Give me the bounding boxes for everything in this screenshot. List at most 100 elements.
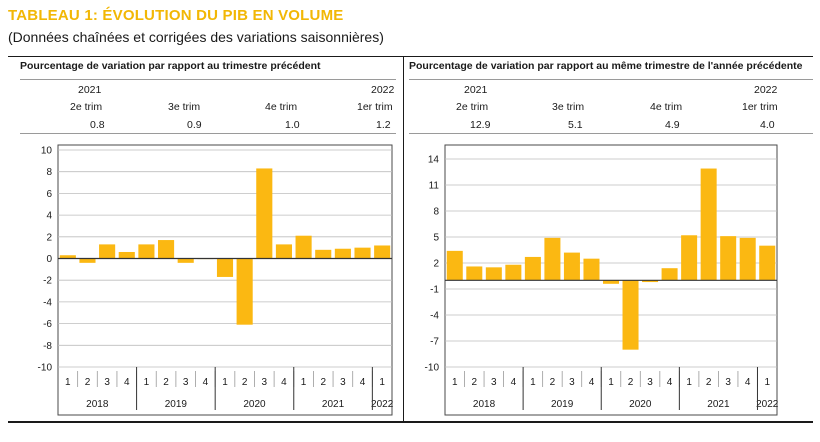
- left-quarter-1: 2e trim: [70, 101, 103, 113]
- right-chart-y-tick-label: -10: [425, 363, 440, 374]
- right-value-3: 4.9: [665, 119, 680, 131]
- left-chart-x-tick-label: 3: [104, 377, 110, 388]
- left-chart-bar: [138, 244, 155, 259]
- left-quarter-4: 1er trim: [357, 101, 393, 113]
- right-chart-bar: [622, 280, 639, 350]
- right-chart-x-tick-label: 4: [511, 377, 517, 388]
- left-chart-x-tick-label: 1: [65, 377, 71, 388]
- right-chart-bar: [602, 280, 620, 284]
- left-chart-bar: [158, 240, 175, 259]
- right-chart-bar: [446, 250, 463, 281]
- right-chart-x-tick-label: 2: [550, 377, 556, 388]
- right-quarter-3: 4e trim: [650, 101, 683, 113]
- left-chart-x-tick-label: 3: [183, 377, 189, 388]
- left-value-2: 0.9: [187, 119, 202, 131]
- right-chart-bar: [563, 252, 580, 281]
- left-chart-bar: [177, 258, 194, 263]
- left-chart-bar: [295, 235, 312, 259]
- left-chart-y-tick-label: 10: [41, 146, 53, 157]
- right-value-4: 4.0: [760, 119, 775, 131]
- right-chart-bar: [544, 237, 561, 281]
- right-quarter-4: 1er trim: [742, 101, 778, 113]
- left-chart-year-label: 2021: [322, 399, 345, 410]
- right-year-2021: 2021: [464, 84, 488, 96]
- left-chart-x-tick-label: 4: [124, 377, 130, 388]
- right-chart-x-tick-label: 1: [686, 377, 692, 388]
- right-panel-heading: Pourcentage de variation par rapport au …: [409, 60, 803, 72]
- left-chart-y-tick-label: 4: [46, 211, 52, 222]
- page-title: TABLEAU 1: ÉVOLUTION DU PIB EN VOLUME: [8, 7, 344, 24]
- left-quarter-3: 4e trim: [265, 101, 298, 113]
- right-chart-year-label: 2021: [707, 399, 730, 410]
- left-chart-bar: [59, 255, 76, 259]
- right-chart-x-tick-label: 2: [628, 377, 634, 388]
- left-chart-bar: [79, 258, 96, 263]
- left-chart-x-tick-label: 1: [222, 377, 228, 388]
- right-chart-x-tick-label: 1: [452, 377, 458, 388]
- right-chart-bar: [466, 266, 483, 281]
- left-chart-y-tick-label: 6: [46, 189, 52, 200]
- right-chart-x-tick-label: 3: [491, 377, 497, 388]
- right-chart-year-label: 2018: [473, 399, 496, 410]
- top-rule: [8, 56, 813, 57]
- left-chart-y-tick-label: -2: [43, 276, 52, 287]
- right-chart-x-tick-label: 2: [472, 377, 478, 388]
- left-year-2021: 2021: [78, 84, 102, 96]
- right-chart-year-label: 2019: [551, 399, 574, 410]
- left-chart-y-tick-label: 8: [46, 167, 52, 178]
- left-year-2022: 2022: [371, 84, 395, 96]
- right-chart-bar: [661, 268, 678, 281]
- left-chart-year-label: 2020: [243, 399, 266, 410]
- left-chart-x-tick-label: 1: [301, 377, 307, 388]
- right-chart-x-tick-label: 4: [589, 377, 595, 388]
- left-chart-bar: [236, 258, 253, 325]
- left-chart-y-tick-label: -4: [43, 297, 52, 308]
- panel-divider: [403, 56, 404, 422]
- right-chart-y-tick-label: -4: [430, 311, 439, 322]
- right-chart-bar: [720, 236, 737, 281]
- left-chart-x-tick-label: 4: [360, 377, 366, 388]
- left-value-3: 1.0: [285, 119, 300, 131]
- left-chart-y-tick-label: 0: [46, 254, 52, 265]
- left-chart-bar: [256, 168, 273, 259]
- right-chart-bar: [642, 280, 659, 283]
- bottom-rule: [8, 421, 813, 423]
- right-chart-x-tick-label: 4: [667, 377, 673, 388]
- left-bar-chart: 10 8 6 4 2 0 -2 -4 -6 -8 -10 1 2 3 4 1 2 3 4 1 2 3 4 1 2 3 4 1 2018 2…: [38, 144, 394, 416]
- left-chart-y-tick-label: -8: [43, 341, 52, 352]
- right-chart-bar: [583, 258, 600, 281]
- right-chart-bar: [759, 245, 776, 281]
- left-chart-x-tick-label: 4: [281, 377, 287, 388]
- right-chart-bar: [485, 267, 502, 281]
- right-chart-year-label: 2020: [629, 399, 652, 410]
- left-chart-y-tick-label: -10: [38, 363, 53, 374]
- right-year-2022: 2022: [754, 84, 778, 96]
- left-chart-bar: [118, 251, 135, 259]
- left-value-1: 0.8: [90, 119, 105, 131]
- left-chart-x-tick-label: 1: [144, 377, 150, 388]
- right-table-line-1: [409, 79, 813, 80]
- left-chart-x-tick-label: 2: [163, 377, 169, 388]
- right-chart-x-tick-label: 1: [530, 377, 536, 388]
- left-value-4: 1.2: [376, 119, 391, 131]
- right-chart-x-tick-label: 4: [745, 377, 751, 388]
- left-chart-x-tick-label: 2: [85, 377, 91, 388]
- right-chart-x-tick-label: 3: [647, 377, 653, 388]
- left-chart-x-tick-label: 2: [242, 377, 248, 388]
- right-chart-y-tick-label: -1: [430, 285, 439, 296]
- left-chart-bar: [315, 249, 332, 259]
- left-chart-bar: [216, 258, 234, 277]
- right-chart-bar: [681, 235, 698, 281]
- right-chart-x-tick-label: 3: [569, 377, 575, 388]
- right-chart-x-tick-label: 3: [725, 377, 731, 388]
- right-chart-x-tick-label: 2: [706, 377, 712, 388]
- right-chart-y-tick-label: 5: [433, 233, 439, 244]
- right-value-1: 12.9: [470, 119, 491, 131]
- left-chart-x-tick-label: 2: [320, 377, 326, 388]
- right-quarter-1: 2e trim: [456, 101, 489, 113]
- left-panel-heading: Pourcentage de variation par rapport au …: [20, 60, 321, 72]
- right-bar-chart: 14 11 8 5 2 -1 -4 -7 -10 1 2 3 4 1 2 3 4 1 2 3 4 1 2 3 4 1 2018 201…: [425, 144, 779, 416]
- right-quarter-2: 3e trim: [552, 101, 585, 113]
- left-chart-bar: [354, 247, 371, 259]
- right-chart-x-tick-label: 1: [608, 377, 614, 388]
